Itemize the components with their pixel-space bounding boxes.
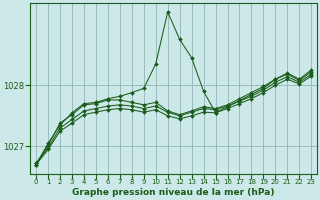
X-axis label: Graphe pression niveau de la mer (hPa): Graphe pression niveau de la mer (hPa) <box>72 188 275 197</box>
